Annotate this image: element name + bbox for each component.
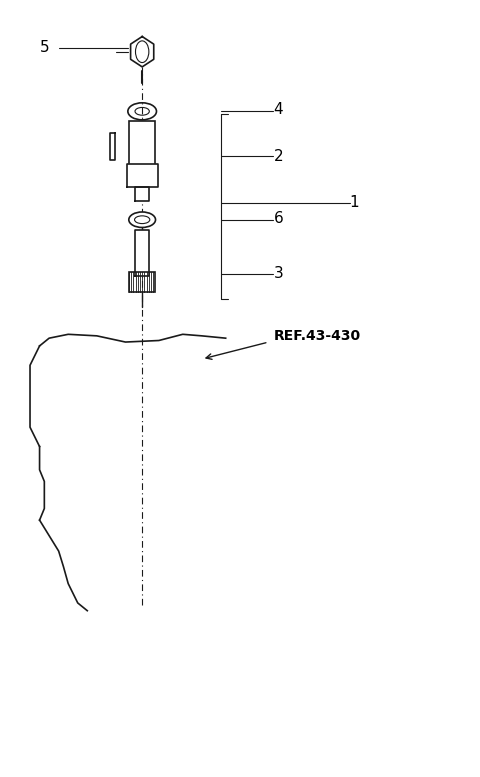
- Text: 3: 3: [274, 267, 283, 281]
- Text: 2: 2: [274, 148, 283, 164]
- Polygon shape: [110, 133, 115, 160]
- Text: 1: 1: [350, 195, 360, 211]
- Text: 6: 6: [274, 211, 283, 225]
- Text: 5: 5: [39, 40, 49, 55]
- Polygon shape: [135, 187, 149, 201]
- Bar: [129, 121, 156, 187]
- Polygon shape: [135, 230, 149, 277]
- Polygon shape: [131, 37, 154, 67]
- Ellipse shape: [134, 216, 150, 224]
- Bar: [129, 273, 156, 291]
- Ellipse shape: [129, 212, 156, 228]
- Text: REF.43-430: REF.43-430: [274, 329, 360, 343]
- Polygon shape: [127, 164, 157, 187]
- Text: 4: 4: [274, 103, 283, 117]
